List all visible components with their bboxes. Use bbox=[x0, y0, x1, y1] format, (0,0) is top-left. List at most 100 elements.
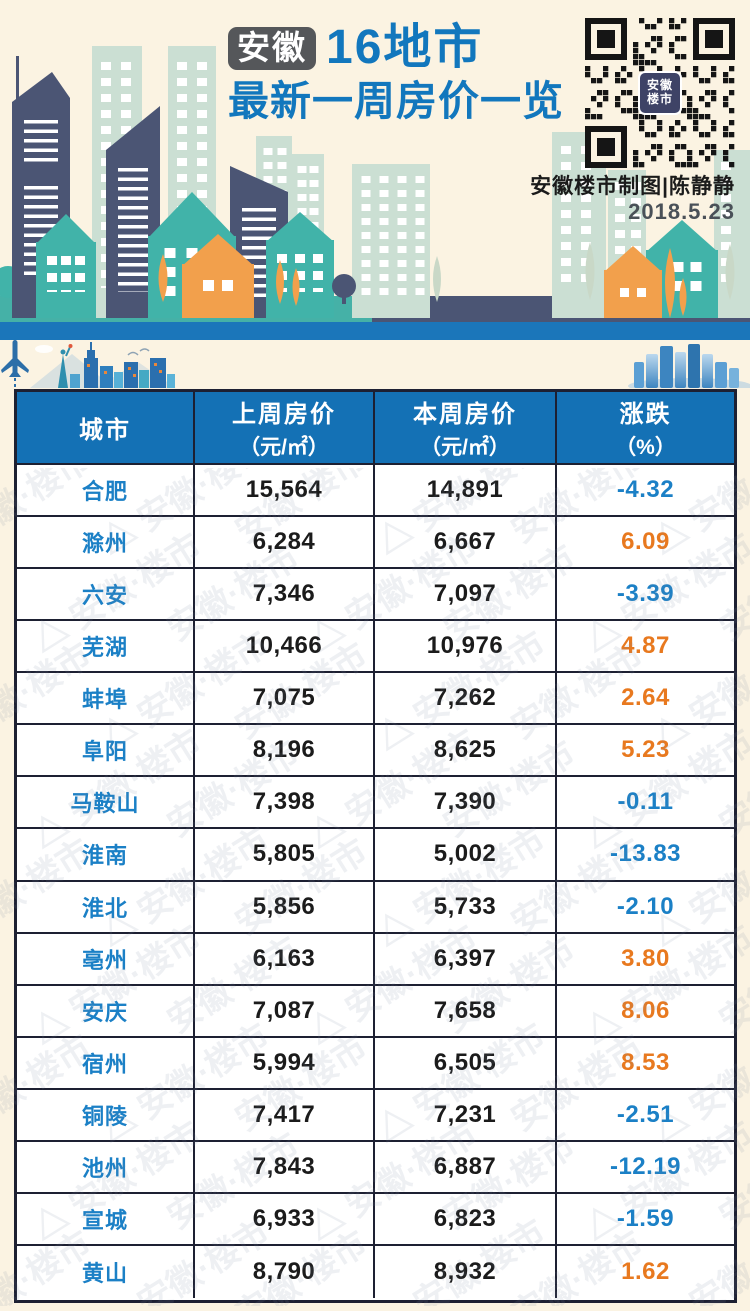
table-row: 亳州 6,163 6,397 3.80 bbox=[17, 933, 734, 986]
city-cell: 芜湖 bbox=[17, 621, 195, 672]
city-cell: 池州 bbox=[17, 1141, 195, 1192]
table-row: 宿州 5,994 6,505 8.53 bbox=[17, 1037, 734, 1090]
header-cell-last-week: 上周房价 （元/㎡） bbox=[195, 392, 375, 463]
header-cell-city: 城市 bbox=[17, 392, 195, 463]
this-week-price-cell: 6,397 bbox=[375, 933, 557, 984]
change-cell: 8.06 bbox=[557, 985, 734, 1036]
change-cell: 4.87 bbox=[557, 621, 734, 672]
city-cell: 蚌埠 bbox=[17, 673, 195, 724]
table-row: 合肥 15,564 14,891 -4.32 bbox=[17, 465, 734, 518]
change-cell: -0.11 bbox=[557, 777, 734, 828]
change-cell: -12.19 bbox=[557, 1141, 734, 1192]
hero-cityscape-illustration bbox=[0, 46, 750, 340]
this-week-price-cell: 7,097 bbox=[375, 569, 557, 620]
city-cell: 六安 bbox=[17, 569, 195, 620]
this-week-price-cell: 7,390 bbox=[375, 777, 557, 828]
this-week-price-cell: 14,891 bbox=[375, 465, 557, 516]
this-week-price-cell: 10,976 bbox=[375, 621, 557, 672]
header-cell-this-week: 本周房价 （元/㎡） bbox=[375, 392, 557, 463]
change-cell: 6.09 bbox=[557, 517, 734, 568]
last-week-price-cell: 6,163 bbox=[195, 933, 375, 984]
statue-of-liberty-icon bbox=[58, 344, 73, 388]
change-cell: -2.51 bbox=[557, 1089, 734, 1140]
this-week-price-cell: 5,733 bbox=[375, 881, 557, 932]
table-row: 黄山 8,790 8,932 1.62 bbox=[17, 1245, 734, 1298]
header-cell-change: 涨跌 （%） bbox=[615, 401, 676, 459]
last-week-price-cell: 8,196 bbox=[195, 725, 375, 776]
city-cell: 铜陵 bbox=[17, 1089, 195, 1140]
last-week-price-cell: 7,075 bbox=[195, 673, 375, 724]
this-week-price-cell: 8,625 bbox=[375, 725, 557, 776]
this-week-price-cell: 6,505 bbox=[375, 1037, 557, 1088]
change-cell: -2.10 bbox=[557, 881, 734, 932]
date-line: 2018.5.23 bbox=[628, 199, 735, 224]
qr-logo-line2: 楼市 bbox=[646, 92, 673, 106]
last-week-price-cell: 7,346 bbox=[195, 569, 375, 620]
last-week-price-cell: 6,284 bbox=[195, 517, 375, 568]
this-week-price-cell: 7,231 bbox=[375, 1089, 557, 1140]
qr-logo-line1: 安徽 bbox=[646, 78, 673, 93]
table-row: 宣城 6,933 6,823 -1.59 bbox=[17, 1193, 734, 1246]
table-row: 六安 7,346 7,097 -3.39 bbox=[17, 569, 734, 622]
credit-line: 安徽楼市制图|陈静静 bbox=[530, 175, 735, 198]
this-week-price-cell: 8,932 bbox=[375, 1245, 557, 1298]
qr-pattern bbox=[585, 18, 735, 168]
this-week-price-cell: 5,002 bbox=[375, 829, 557, 880]
last-week-price-cell: 7,398 bbox=[195, 777, 375, 828]
table-row: 蚌埠 7,075 7,262 2.64 bbox=[17, 673, 734, 726]
main-title: 16地市 bbox=[326, 21, 484, 74]
table-header: 城市 上周房价 （元/㎡） 本周房价 （元/㎡） 涨跌 （%） bbox=[17, 392, 734, 465]
city-cell: 安庆 bbox=[17, 985, 195, 1036]
change-cell: -3.39 bbox=[557, 569, 734, 620]
city-cell: 合肥 bbox=[17, 465, 195, 516]
qr-code: 安徽 楼市 bbox=[585, 18, 735, 168]
table-row: 马鞍山 7,398 7,390 -0.11 bbox=[17, 777, 734, 830]
change-cell: 5.23 bbox=[557, 725, 734, 776]
city-cell: 阜阳 bbox=[17, 725, 195, 776]
last-week-price-cell: 5,856 bbox=[195, 881, 375, 932]
qr-center-logo: 安徽 楼市 bbox=[638, 71, 682, 115]
change-cell: 1.62 bbox=[557, 1245, 734, 1298]
table-row: 池州 7,843 6,887 -12.19 bbox=[17, 1141, 734, 1194]
this-week-price-cell: 6,823 bbox=[375, 1193, 557, 1244]
city-cell: 马鞍山 bbox=[17, 777, 195, 828]
city-cell: 宿州 bbox=[17, 1037, 195, 1088]
title-block: 安徽 16地市 最新一周房价一览 bbox=[228, 24, 564, 122]
airplane-icon bbox=[1, 340, 29, 377]
table-body: 合肥 15,564 14,891 -4.32 滁州 6,284 6,667 6.09 六安 7,3… bbox=[17, 465, 734, 1298]
table-row: 滁州 6,284 6,667 6.09 bbox=[17, 517, 734, 570]
last-week-price-cell: 15,564 bbox=[195, 465, 375, 516]
change-cell: -13.83 bbox=[557, 829, 734, 880]
province-badge: 安徽 bbox=[228, 26, 316, 70]
last-week-price-cell: 6,933 bbox=[195, 1193, 375, 1244]
change-cell: -1.59 bbox=[557, 1193, 734, 1244]
table-row: 安庆 7,087 7,658 8.06 bbox=[17, 985, 734, 1038]
table-row: 阜阳 8,196 8,625 5.23 bbox=[17, 725, 734, 778]
change-cell: 2.64 bbox=[557, 673, 734, 724]
change-cell: 3.80 bbox=[557, 933, 734, 984]
last-week-price-cell: 7,843 bbox=[195, 1141, 375, 1192]
birds bbox=[127, 348, 150, 356]
city-cell: 亳州 bbox=[17, 933, 195, 984]
city-cell: 滁州 bbox=[17, 517, 195, 568]
city-cell: 黄山 bbox=[17, 1245, 195, 1298]
city-cell: 宣城 bbox=[17, 1193, 195, 1244]
this-week-price-cell: 6,667 bbox=[375, 517, 557, 568]
this-week-price-cell: 6,887 bbox=[375, 1141, 557, 1192]
table-row: 淮南 5,805 5,002 -13.83 bbox=[17, 829, 734, 882]
table-row: 铜陵 7,417 7,231 -2.51 bbox=[17, 1089, 734, 1142]
decor-skyline-band bbox=[1, 340, 750, 388]
last-week-price-cell: 5,805 bbox=[195, 829, 375, 880]
right-building-cluster bbox=[628, 344, 750, 388]
this-week-price-cell: 7,262 bbox=[375, 673, 557, 724]
price-table: 城市 上周房价 （元/㎡） 本周房价 （元/㎡） 涨跌 （%） 合肥 15,564… bbox=[14, 389, 737, 1303]
subtitle: 最新一周房价一览 bbox=[228, 78, 564, 124]
last-week-price-cell: 5,994 bbox=[195, 1037, 375, 1088]
last-week-price-cell: 7,417 bbox=[195, 1089, 375, 1140]
table-row: 淮北 5,856 5,733 -2.10 bbox=[17, 881, 734, 934]
this-week-price-cell: 7,658 bbox=[375, 985, 557, 1036]
last-week-price-cell: 7,087 bbox=[195, 985, 375, 1036]
last-week-price-cell: 10,466 bbox=[195, 621, 375, 672]
table-row: 芜湖 10,466 10,976 4.87 bbox=[17, 621, 734, 674]
